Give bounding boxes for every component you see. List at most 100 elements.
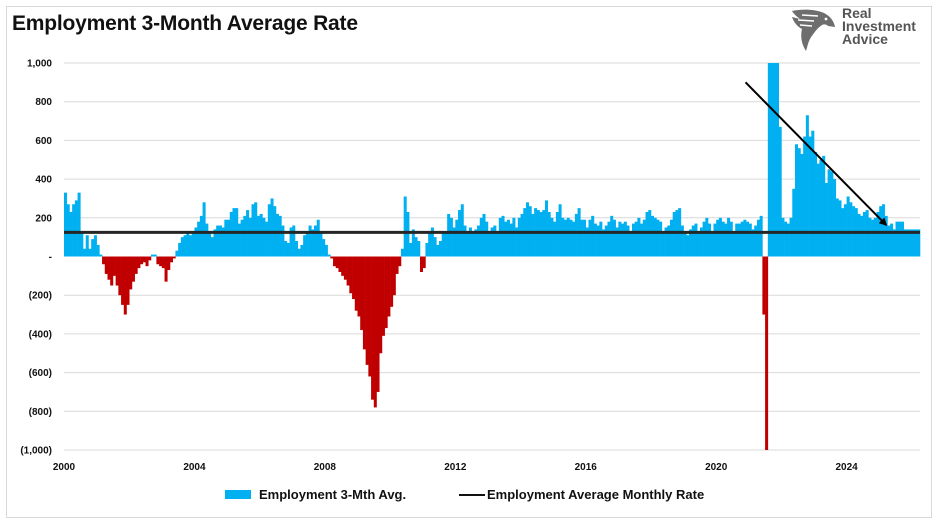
bar: [803, 136, 807, 257]
bar: [564, 219, 568, 257]
bar: [216, 225, 220, 257]
bar: [797, 148, 801, 257]
bar: [479, 217, 483, 257]
bar: [686, 235, 690, 257]
bar: [333, 256, 337, 267]
bar: [694, 223, 698, 257]
y-axis-labels: 1,000 800 600 400 200 - (200) (400) (600) (800) (1…: [20, 59, 52, 457]
bar: [275, 213, 279, 257]
y-tick-label: (400): [29, 329, 52, 340]
bar: [349, 256, 353, 294]
brand-line-2: Investment: [842, 18, 916, 34]
bar: [311, 229, 315, 257]
bar: [881, 204, 885, 257]
bar: [558, 204, 562, 257]
bar: [786, 223, 790, 257]
bar: [80, 233, 84, 257]
legend-item-bars: Employment 3-Mth Avg.: [225, 487, 406, 502]
bar: [860, 215, 864, 257]
bar: [814, 152, 818, 257]
bar: [498, 217, 502, 257]
legend-item-line: Employment Average Monthly Rate: [459, 487, 704, 502]
x-axis-labels: 2000 2004 2008 2012 2016 2020 2024: [53, 462, 858, 473]
bar: [555, 211, 559, 257]
bar: [237, 223, 241, 257]
bar: [895, 221, 899, 257]
bar: [191, 233, 195, 257]
bar: [599, 221, 603, 257]
bar: [705, 217, 709, 257]
bar: [227, 219, 231, 257]
bar: [509, 223, 513, 257]
bar: [194, 227, 198, 257]
bar: [387, 256, 391, 317]
bar: [303, 235, 307, 257]
bar: [126, 256, 130, 305]
bar: [664, 227, 668, 257]
bar: [110, 256, 114, 286]
bar: [917, 229, 921, 257]
bar: [189, 235, 193, 257]
bar: [756, 219, 760, 257]
bar: [833, 179, 837, 257]
bar: [354, 256, 358, 311]
bar: [862, 211, 866, 257]
bar: [909, 229, 913, 257]
bar: [903, 229, 907, 257]
bar: [199, 215, 203, 257]
bar: [525, 202, 529, 257]
bar: [422, 256, 426, 269]
bar: [631, 223, 635, 257]
brand-line-3: Advice: [842, 31, 888, 47]
bar: [468, 227, 472, 257]
bar: [91, 239, 95, 257]
bar: [368, 256, 372, 377]
bar: [267, 204, 271, 257]
bar: [129, 256, 133, 290]
bar: [85, 235, 89, 257]
bar: [256, 215, 260, 257]
bar: [335, 256, 339, 269]
bar: [169, 256, 173, 263]
bar: [444, 231, 448, 257]
bar: [417, 241, 421, 257]
bar: [735, 223, 739, 257]
bar: [286, 242, 290, 257]
bar: [871, 219, 875, 257]
bar: [691, 225, 695, 257]
bar: [566, 217, 570, 257]
bar: [629, 233, 633, 257]
bar: [142, 256, 146, 263]
bar: [221, 227, 225, 257]
bar: [112, 256, 116, 276]
bar: [884, 215, 888, 257]
bar: [754, 225, 758, 257]
bar: [262, 217, 266, 257]
y-tick-label: -: [49, 252, 52, 263]
bar: [400, 248, 404, 257]
bar: [284, 241, 288, 257]
bar: [381, 256, 385, 336]
bar: [626, 225, 630, 257]
bar: [104, 256, 108, 274]
eagle-head-icon: [792, 9, 835, 52]
bar: [371, 256, 375, 400]
bar: [102, 256, 106, 265]
bar: [572, 221, 576, 257]
bar: [800, 153, 804, 257]
bar: [890, 223, 894, 257]
bar: [699, 227, 703, 257]
bar: [322, 239, 326, 257]
bar: [324, 244, 328, 257]
bar: [153, 254, 157, 257]
y-tick-label: 600: [35, 136, 52, 147]
bar: [395, 256, 399, 274]
bar: [830, 171, 834, 257]
y-tick-label: 200: [35, 213, 52, 224]
bar: [314, 225, 318, 257]
bar: [384, 256, 388, 329]
bar: [436, 244, 440, 257]
bar: [411, 229, 415, 257]
bar: [449, 217, 453, 257]
